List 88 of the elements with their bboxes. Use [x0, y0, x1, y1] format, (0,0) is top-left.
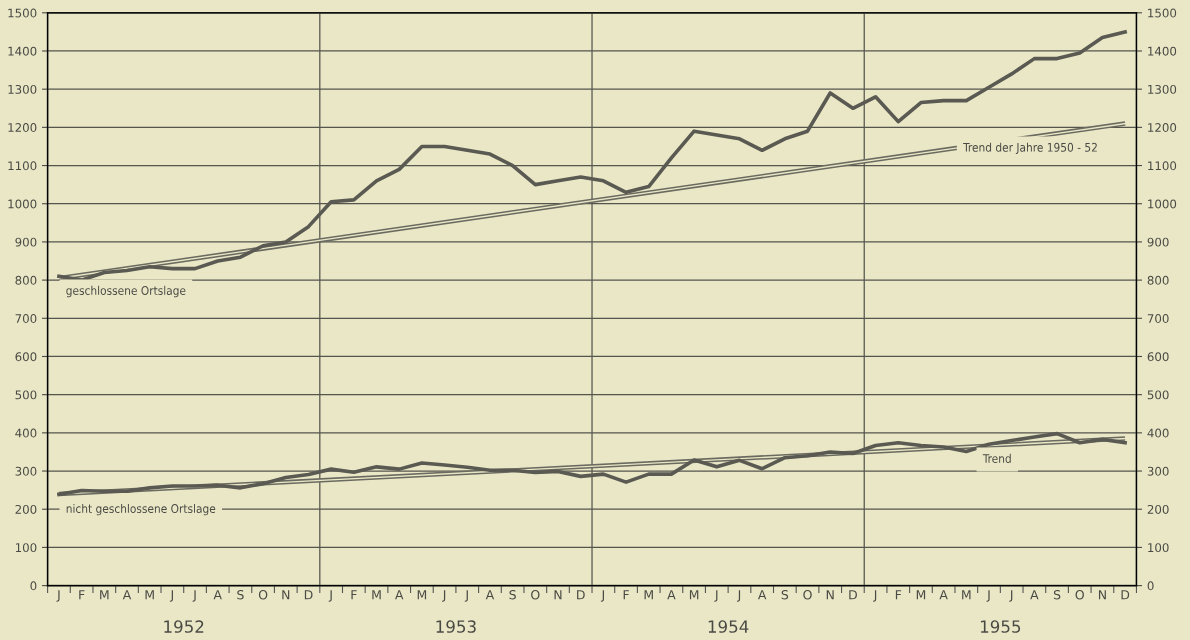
x-tick-label: S [509, 589, 516, 600]
x-tick-label: A [213, 590, 222, 600]
x-tick-label: J [600, 590, 604, 602]
x-tick-label: A [122, 590, 132, 600]
x-tick-label: J [56, 590, 60, 602]
x-tick-label: O [1075, 589, 1084, 600]
text: 1955 [980, 620, 1021, 633]
x-tick-label: D [1121, 590, 1130, 600]
y-tick-label: 1100 [8, 161, 37, 171]
x-tick-label: A [1030, 590, 1039, 600]
x-tick-label: M [417, 590, 427, 600]
y2-tick-label: 700 [1147, 314, 1169, 323]
series-label: geschlossene Ortslage [66, 285, 186, 298]
x-tick-label: J [986, 590, 990, 602]
x-tick-label: M [644, 590, 653, 600]
x-tick-label: J [1009, 590, 1013, 602]
x-tick-label: S [1053, 589, 1061, 600]
y2-tick-label: 1100 [1148, 161, 1177, 171]
x-tick-label: O [531, 589, 540, 600]
x-tick-label: F [623, 590, 629, 600]
x-tick-label: S [237, 589, 244, 600]
x-tick-label: F [895, 590, 902, 600]
y-tick-label: 400 [15, 428, 37, 438]
text: 1953 [436, 620, 476, 633]
series-label: nicht geschlossene Ortslage [66, 503, 216, 516]
y-tick-label: 900 [15, 237, 37, 247]
x-tick-label: J [169, 590, 173, 602]
x-tick-label: D [304, 590, 313, 600]
y2-tick-label: 300 [1147, 466, 1169, 476]
y-tick-label: 1500 [8, 8, 37, 18]
x-tick-label: D [849, 590, 857, 600]
x-tick-label: S [781, 589, 789, 600]
x-tick-label: F [79, 590, 85, 600]
y-tick-label: 1000 [8, 199, 37, 209]
y2-tick-label: 200 [1147, 504, 1169, 514]
y-tick-label: 1300 [8, 84, 37, 94]
x-tick-label: J [442, 590, 446, 602]
x-tick-label: J [192, 590, 196, 602]
series-label: Trend [982, 453, 1011, 463]
x-tick-label: M [100, 590, 109, 600]
y-tick-label: 600 [15, 352, 37, 362]
x-tick-label: M [689, 590, 699, 600]
x-tick-label: A [939, 590, 948, 600]
y-tick-label: 500 [15, 390, 37, 400]
x-tick-label: M [372, 590, 381, 600]
y2-tick-label: 1300 [1148, 84, 1177, 94]
y-tick-label: 1400 [8, 46, 37, 56]
x-tick-label: N [1098, 590, 1106, 600]
x-tick-label: J [328, 590, 332, 602]
x-tick-label: J [464, 590, 468, 602]
x-tick-label: N [282, 590, 290, 600]
y-tick-label: 1200 [8, 123, 37, 133]
x-tick-label: M [145, 590, 154, 600]
y-tick-label: 200 [15, 504, 37, 514]
y2-tick-label: 1500 [1148, 8, 1177, 18]
y2-tick-label: 1400 [1148, 46, 1177, 56]
text: 1952 [164, 620, 204, 633]
x-tick-label: F [351, 590, 357, 600]
y-tick-label: 100 [15, 543, 37, 553]
x-tick-label: O [258, 589, 268, 600]
y2-tick-label: 600 [1147, 352, 1169, 362]
y-tick-label: 0 [30, 581, 37, 591]
y-tick-label: 700 [15, 314, 37, 323]
x-tick-label: N [554, 590, 562, 600]
y2-tick-label: 400 [1147, 428, 1169, 438]
x-tick-label: M [916, 590, 926, 600]
x-tick-label: D [577, 590, 585, 600]
y2-tick-label: 1200 [1148, 123, 1177, 133]
x-tick-label: J [873, 590, 877, 602]
y2-tick-label: 0 [1147, 581, 1154, 591]
y2-tick-label: 900 [1147, 237, 1169, 247]
y-tick-label: 800 [15, 275, 37, 285]
x-tick-label: N [826, 590, 834, 600]
x-tick-label: O [803, 589, 812, 600]
x-tick-label: A [395, 590, 404, 600]
y2-tick-label: 500 [1147, 390, 1169, 400]
x-tick-label: A [485, 590, 495, 600]
text: 1954 [708, 620, 749, 633]
x-tick-label: J [714, 590, 718, 602]
x-tick-label: A [757, 590, 767, 600]
y2-tick-label: 100 [1148, 543, 1169, 553]
series-label: Trend der Jahre 1950 - 52 [963, 142, 1097, 154]
y2-tick-label: 1000 [1148, 199, 1177, 209]
x-tick-label: M [962, 590, 971, 600]
y-tick-label: 300 [15, 466, 37, 476]
x-tick-label: J [736, 590, 741, 602]
x-tick-label: A [667, 590, 676, 600]
y2-tick-label: 800 [1147, 275, 1169, 285]
